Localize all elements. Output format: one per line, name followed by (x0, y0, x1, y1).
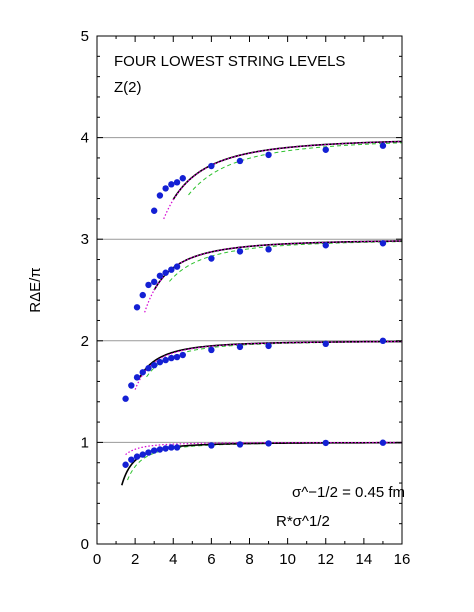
data-point (379, 142, 387, 149)
x-tick-label: 14 (356, 551, 373, 568)
x-tick-label: 12 (317, 551, 334, 568)
data-point (265, 151, 272, 159)
x-tick-label: 4 (169, 551, 177, 568)
x-axis-label: R*σ^1/2 (276, 513, 330, 530)
data-point (236, 441, 244, 448)
y-axis-label: RΔE/π (27, 267, 44, 312)
data-point (265, 342, 272, 350)
axis-ticks (96, 35, 403, 545)
reference-lines (97, 137, 402, 443)
y-tick-label: 4 (81, 130, 89, 147)
data-point (139, 291, 146, 299)
dashed-curve (146, 341, 403, 378)
data-point (236, 343, 244, 351)
data-point (156, 192, 164, 199)
x-tick-label: 10 (279, 551, 296, 568)
sigma-annotation: σ^−1/2 = 0.45 fm (292, 484, 405, 501)
data-point (162, 445, 169, 452)
data-point (162, 185, 169, 192)
data-point (133, 304, 141, 311)
data-point (128, 382, 135, 389)
y-tick-label: 3 (81, 231, 89, 248)
data-point (379, 337, 387, 344)
data-point (150, 361, 158, 369)
data-point (150, 447, 158, 454)
data-point (156, 446, 164, 453)
data-point (236, 157, 244, 165)
y-tick-label: 1 (81, 434, 89, 451)
data-point (150, 207, 158, 214)
data-point (145, 281, 152, 289)
data-point (168, 181, 175, 188)
data-point (122, 395, 129, 402)
data-point (173, 444, 181, 451)
dashed-curve (169, 241, 403, 282)
data-point (162, 269, 169, 276)
data-point (265, 246, 272, 253)
data-point (173, 263, 181, 270)
data-point (156, 358, 164, 366)
data-point (208, 162, 215, 170)
data-point (208, 346, 215, 354)
data-point (133, 453, 141, 460)
data-point (156, 272, 164, 279)
data-point (173, 179, 181, 186)
data-point (150, 278, 158, 286)
data-point (322, 242, 329, 249)
data-point (236, 248, 244, 255)
data-point (322, 439, 329, 447)
chart-title: FOUR LOWEST STRING LEVELS (114, 53, 345, 70)
plot-frame (96, 35, 403, 545)
x-tick-label: 2 (131, 551, 139, 568)
y-tick-label: 0 (81, 536, 89, 553)
dashed-curve (188, 142, 403, 196)
y-tick-label: 2 (81, 333, 89, 350)
data-point (208, 255, 215, 262)
solid-curve (138, 340, 403, 379)
data-point (168, 444, 175, 451)
data-point (265, 440, 272, 447)
data-point (139, 369, 146, 376)
data-point (379, 240, 387, 247)
data-point (379, 439, 387, 446)
theory-curves (121, 140, 403, 486)
data-point (128, 456, 135, 463)
data-point (173, 353, 181, 361)
chart-subtitle: Z(2) (114, 79, 142, 96)
y-tick-label: 5 (81, 28, 89, 45)
data-point (168, 354, 175, 362)
dotted-curve (163, 140, 403, 220)
data-point (322, 340, 329, 348)
data-point (122, 461, 129, 468)
x-tick-label: 6 (207, 551, 215, 568)
data-point (133, 374, 141, 381)
data-point (208, 442, 215, 449)
dotted-curve (144, 240, 403, 313)
x-tick-label: 8 (245, 551, 253, 568)
data-point (145, 449, 152, 456)
x-tick-label: 0 (93, 551, 101, 568)
data-point (139, 451, 146, 458)
x-tick-label: 16 (394, 551, 411, 568)
solid-curve (153, 240, 403, 291)
data-point (168, 266, 175, 273)
data-point (162, 356, 169, 364)
data-point (179, 175, 186, 182)
data-point (322, 146, 329, 153)
data-point (145, 365, 152, 372)
dotted-curve (125, 441, 402, 456)
data-point (179, 351, 186, 359)
solid-curve (172, 140, 403, 200)
data-points (122, 142, 387, 468)
